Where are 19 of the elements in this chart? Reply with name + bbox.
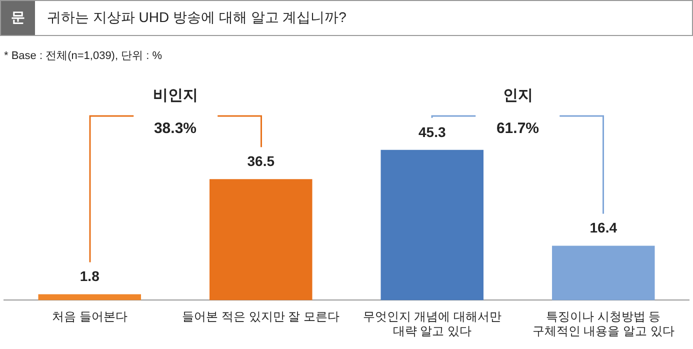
bar	[38, 294, 141, 300]
text: 비인지	[152, 86, 199, 105]
data-label: 1.8	[80, 268, 100, 284]
data-label: 45.3	[418, 124, 446, 140]
bar	[552, 246, 655, 300]
text: 인지	[502, 86, 534, 105]
x-tick-label: 특징이나 시청방법 등 구체적인 내용을 알고 있다	[532, 310, 674, 338]
text: 38.3%	[152, 120, 198, 137]
x-tick-label: 들어본 적은 있지만 잘 모른다	[182, 310, 340, 324]
data-label: 36.5	[247, 152, 275, 169]
chart-title: 귀하는 지상파 UHD 방송에 대해 알고 계십니까?	[47, 9, 346, 27]
question-badge: 문	[1, 1, 35, 35]
text: 61.7%	[495, 120, 540, 137]
x-tick-label: 처음 들어본다	[52, 310, 128, 324]
x-tick-label: 무엇인지 개념에 대해서만 대략 알고 있다	[362, 310, 502, 338]
chart-subtitle: * Base : 전체(n=1,039), 단위 : %	[4, 49, 162, 63]
data-label: 16.4	[590, 220, 618, 236]
bar	[210, 179, 312, 300]
bar	[380, 150, 484, 300]
